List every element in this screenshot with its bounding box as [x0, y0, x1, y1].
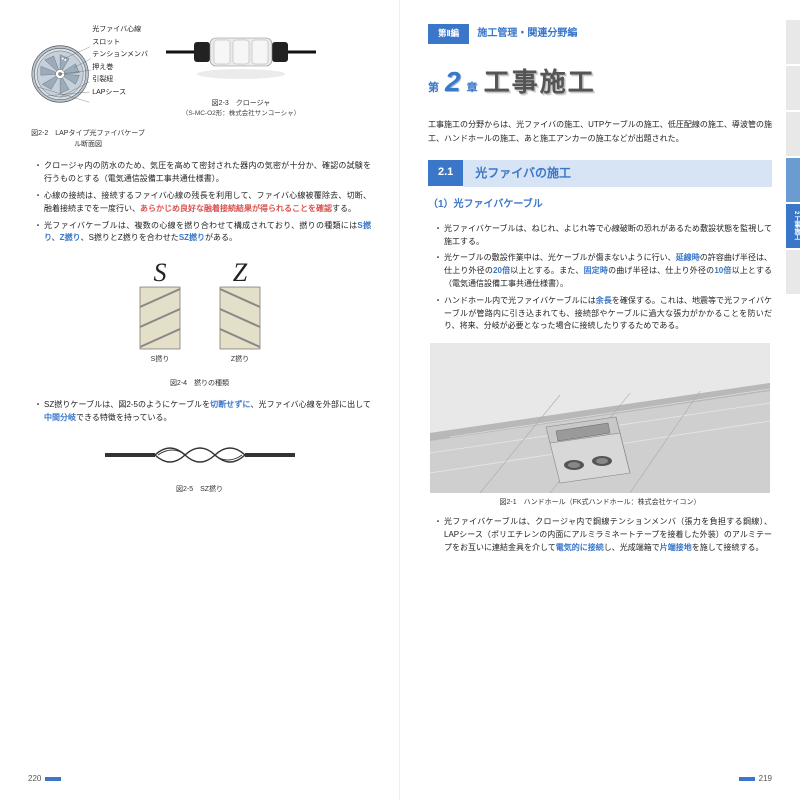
part-header: 第Ⅱ編 施工管理・関連分野編	[428, 24, 772, 44]
bullet-item: クロージャ内の防水のため、気圧を高めて密封された器内の気密が十分か、確認の試験を…	[34, 160, 371, 186]
section-title: 光ファイバの施工	[463, 160, 772, 187]
legend-item: スロット	[92, 37, 148, 50]
highlight-blue: 切断せずに	[210, 400, 250, 409]
bullet-item: ハンドホール内で光ファイバケーブルには余長を確保する。これは、地震等で光ファイバ…	[434, 295, 772, 333]
page-number-left: 220	[28, 773, 65, 786]
bullet-item: 光ファイバケーブルは、クロージャ内で鋼線テンションメンバ（張力を負担する鋼線）、…	[434, 516, 772, 554]
legend-item: 光ファイバ心線	[92, 24, 148, 37]
bullet-list-right: 光ファイバケーブルは、ねじれ、よじれ等で心線破断の恐れがあるため敷設状態を監視し…	[434, 223, 772, 333]
highlight-blue: 中間分岐	[44, 413, 76, 422]
part-badge: 第Ⅱ編	[428, 24, 469, 44]
fig-2-3-caption: 図2-3 クロージャ	[166, 98, 316, 109]
svg-text:Z: Z	[232, 259, 247, 287]
fig-2-1	[428, 343, 772, 493]
bullet-item: SZ撚りケーブルは、図2-5のようにケーブルを切断せずに、光ファイバ心線を外部に…	[34, 399, 371, 425]
legend-item: テンションメンバ	[92, 49, 148, 62]
side-tab	[786, 20, 800, 64]
bullet-list-right-bottom: 光ファイバケーブルは、クロージャ内で鋼線テンションメンバ（張力を負担する鋼線）、…	[434, 516, 772, 554]
sz-diagram-svg: S Z S撚り Z撚り	[110, 259, 290, 369]
fig-2-5-caption: 図2-5 SZ撚り	[28, 484, 371, 495]
top-diagrams: 光ファイバ心線 スロット テンションメンバ 押え巻 引裂紐 LAPシース 図2-…	[28, 24, 371, 150]
bullet-item: 光ケーブルの敷設作業中は、光ケーブルが傷まないように行い、延線時の許容曲げ半径は…	[434, 252, 772, 290]
bullet-item: 心線の接続は、接続するファイバ心線の残長を利用して、ファイバ心線被覆除去、切断、…	[34, 190, 371, 216]
handhole-unit	[546, 417, 630, 483]
bullet-item: 光ファイバケーブルは、ねじれ、よじれ等で心線破断の恐れがあるため敷設状態を監視し…	[434, 223, 772, 249]
cable-cross-section-svg	[28, 24, 92, 124]
handhole-svg	[428, 343, 772, 493]
bullet-list-mid: SZ撚りケーブルは、図2-5のようにケーブルを切断せずに、光ファイバ心線を外部に…	[34, 399, 371, 425]
highlight-blue: S撚り、Z撚り	[44, 221, 371, 243]
page-right: 2 工事施工 第Ⅱ編 施工管理・関連分野編 第 2 章 工事施工 工事施工の分野…	[400, 0, 800, 800]
fig-2-4: S Z S撚り Z撚り 図2-4 撚りの種類	[28, 259, 371, 389]
page-left: 光ファイバ心線 スロット テンションメンバ 押え巻 引裂紐 LAPシース 図2-…	[0, 0, 400, 800]
side-tab-active: 2 工事施工	[786, 204, 800, 248]
bullet-item: 光ファイバケーブルは、複数の心線を撚り合わせて構成されており、撚りの種類にはS撚…	[34, 220, 371, 246]
sz-twist-svg	[100, 435, 300, 475]
side-tab	[786, 250, 800, 294]
svg-text:S撚り: S撚り	[150, 354, 169, 363]
legend-item: LAPシース	[92, 87, 148, 100]
fig-2-3-sub: （S-MC-O2形：株式会社サンコーシャ）	[166, 109, 316, 119]
chapter-number: 2	[445, 60, 461, 105]
fig-2-3: 図2-3 クロージャ （S-MC-O2形：株式会社サンコーシャ）	[166, 24, 316, 120]
fig-2-1-caption: 図2-1 ハンドホール（FK式ハンドホール：株式会社ケイコン）	[428, 497, 772, 508]
side-tab	[786, 112, 800, 156]
svg-text:S: S	[153, 259, 166, 287]
bullet-list-top: クロージャ内の防水のため、気圧を高めて密封された器内の気密が十分か、確認の試験を…	[34, 160, 371, 245]
subsection-title: （1）光ファイバケーブル	[428, 197, 772, 213]
highlight-blue: SZ撚り	[179, 233, 205, 242]
chapter-header: 第 2 章 工事施工	[428, 60, 772, 105]
svg-text:Z撚り: Z撚り	[230, 354, 248, 363]
side-tab	[786, 158, 800, 202]
part-title: 施工管理・関連分野編	[477, 26, 577, 42]
cable-legend: 光ファイバ心線 スロット テンションメンバ 押え巻 引裂紐 LAPシース	[92, 24, 148, 100]
legend-item: 押え巻	[92, 62, 148, 75]
side-tab	[786, 66, 800, 110]
fig-2-2: 光ファイバ心線 スロット テンションメンバ 押え巻 引裂紐 LAPシース 図2-…	[28, 24, 148, 150]
section-number: 2.1	[428, 160, 463, 186]
legend-item: 引裂紐	[92, 74, 148, 87]
fig-2-2-caption: 図2-2 LAPタイプ光ファイバケーブル断面図	[28, 128, 148, 150]
closure-svg	[166, 24, 316, 94]
chapter-post: 章	[467, 80, 478, 98]
section-header: 2.1 光ファイバの施工	[428, 160, 772, 187]
fig-2-5: 図2-5 SZ撚り	[28, 435, 371, 495]
page-spread: 光ファイバ心線 スロット テンションメンバ 押え巻 引裂紐 LAPシース 図2-…	[0, 0, 800, 800]
highlight-red: あらかじめ良好な融着接続結果が得られることを確認	[140, 204, 332, 213]
chapter-title: 工事施工	[484, 62, 596, 104]
intro-paragraph: 工事施工の分野からは、光ファイバの施工、UTPケーブルの施工、低圧配線の施工、導…	[428, 118, 772, 145]
side-tabs: 2 工事施工	[786, 20, 800, 296]
fig-2-4-caption: 図2-4 撚りの種類	[28, 378, 371, 389]
page-number-right: 219	[735, 773, 772, 786]
chapter-pre: 第	[428, 80, 439, 98]
